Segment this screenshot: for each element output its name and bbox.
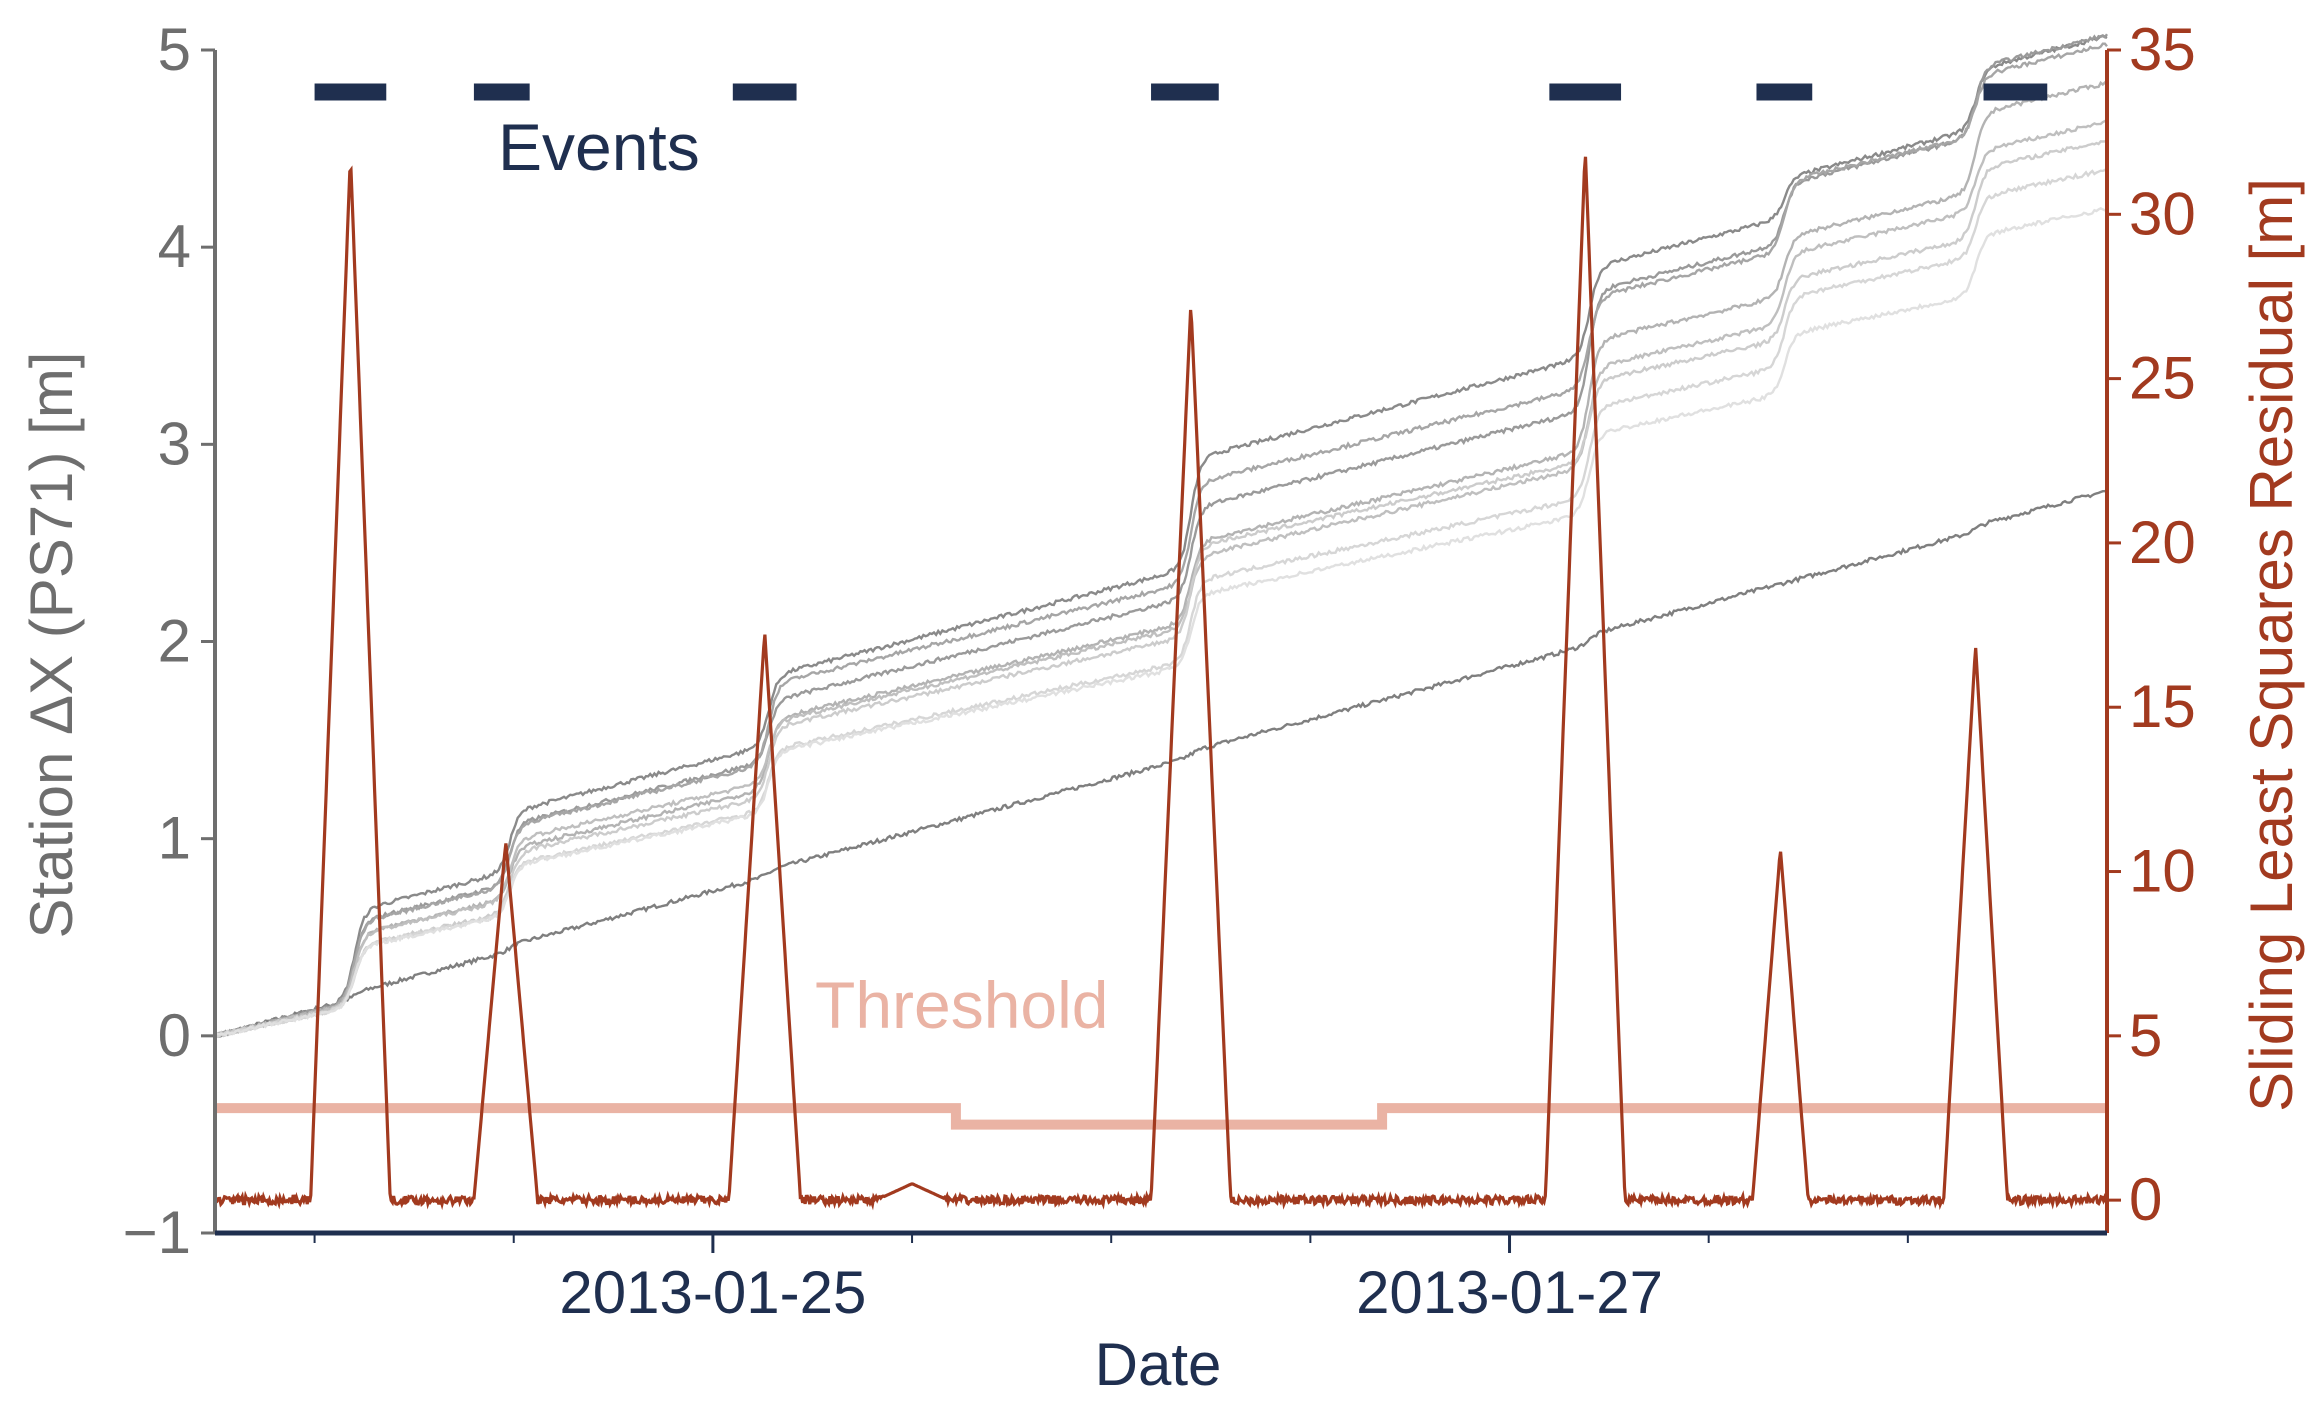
x-axis-label: Date (1095, 1331, 1222, 1398)
station-series-1 (213, 488, 2108, 1039)
y-right-tick-label: 15 (2129, 673, 2196, 740)
y-left-tick-label: 3 (158, 410, 191, 477)
y-right-tick-label: 20 (2129, 509, 2196, 576)
y-axis-left-label: Station ΔX (PS71) [m] (18, 352, 85, 939)
station-series-group (213, 33, 2108, 1039)
y-right-tick-label: 30 (2129, 180, 2196, 247)
y-right-tick-label: 10 (2129, 838, 2196, 905)
station-series-4 (214, 42, 2108, 1038)
y-left-tick-label: −1 (123, 1199, 191, 1266)
y-left-tick-label: 0 (158, 1002, 191, 1069)
y-right-tick-label: 5 (2129, 1002, 2162, 1069)
station-series-2 (214, 34, 2108, 1039)
y-left-tick-label: 1 (158, 805, 191, 872)
events-label: Events (498, 110, 700, 184)
x-tick-label: 2013-01-27 (1356, 1259, 1663, 1326)
threshold-label: Threshold (815, 968, 1109, 1042)
station-series-7 (214, 139, 2108, 1039)
station-series-3 (214, 33, 2108, 1037)
y-axis-right-label: Sliding Least Squares Residual [m] (2238, 178, 2305, 1112)
axes-group: −1 0 1 2 3 4 5 0 5 10 15 20 25 30 35 2013-01-25 2013-01-… (123, 16, 2196, 1326)
threshold-line (215, 1103, 2107, 1130)
station-series-6 (214, 119, 2108, 1039)
y-right-tick-label: 35 (2129, 16, 2196, 83)
station-series-5 (214, 80, 2108, 1038)
residual-line (214, 156, 2109, 1211)
y-left-tick-label: 5 (158, 16, 191, 83)
y-right-tick-label: 0 (2129, 1166, 2162, 1233)
x-tick-label: 2013-01-25 (559, 1259, 866, 1326)
y-left-tick-label: 4 (158, 213, 191, 280)
threshold-group (215, 1103, 2107, 1130)
station-series-9 (214, 206, 2108, 1037)
y-left-tick-label: 2 (158, 608, 191, 675)
y-right-tick-label: 25 (2129, 345, 2196, 412)
residual-group (214, 156, 2109, 1211)
station-series-8 (214, 168, 2108, 1039)
